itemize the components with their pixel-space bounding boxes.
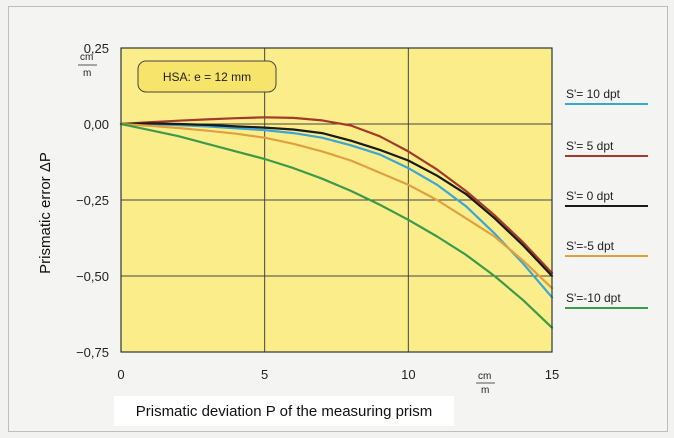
y-tick-label: 0,25 — [84, 41, 109, 56]
legend-label: S'= 5 dpt — [566, 139, 614, 153]
series-line-0 — [119, 122, 554, 299]
annotation-text: HSA: e = 12 mm — [163, 70, 251, 84]
y-tick-label: −0,75 — [76, 345, 109, 360]
y-unit-numerator: cm — [80, 52, 93, 63]
x-tick-label: 5 — [261, 367, 268, 382]
series-line-2 — [119, 122, 554, 278]
legend-label: S'= 0 dpt — [566, 189, 614, 203]
x-unit-denominator: m — [481, 385, 489, 396]
series-lines — [119, 116, 554, 329]
series-line-4 — [119, 122, 554, 329]
x-tick-labels: 0 5 10 15 — [117, 367, 559, 382]
y-tick-label: −0,25 — [76, 193, 109, 208]
y-axis-label: Prismatic error ΔP — [37, 152, 54, 274]
annotation-box — [137, 60, 277, 93]
y-tick-labels: 0,25 0,00 −0,25 −0,50 −0,75 — [76, 41, 109, 360]
y-tick-label: −0,50 — [76, 269, 109, 284]
y-tick-label: 0,00 — [84, 117, 109, 132]
x-axis-label: Prismatic deviation P of the measuring p… — [114, 396, 454, 426]
legend: S'= 10 dpt S'= 5 dpt S'= 0 dpt S'=-5 dpt S'=… — [565, 87, 648, 309]
series-line-3 — [119, 122, 554, 290]
x-tick-label: 15 — [545, 367, 559, 382]
legend-label: S'=-10 dpt — [566, 291, 621, 305]
y-unit-denominator: m — [83, 68, 91, 79]
series-line-1 — [119, 116, 554, 275]
legend-label: S'=-5 dpt — [566, 239, 615, 253]
x-unit-numerator: cm — [478, 371, 491, 382]
x-tick-label: 0 — [117, 367, 124, 382]
legend-label: S'= 10 dpt — [566, 87, 621, 101]
x-tick-label: 10 — [401, 367, 415, 382]
plot-frame — [120, 47, 553, 353]
